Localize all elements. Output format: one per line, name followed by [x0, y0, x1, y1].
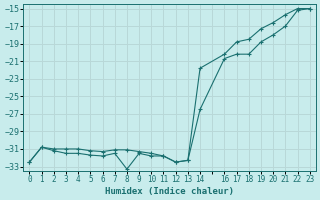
X-axis label: Humidex (Indice chaleur): Humidex (Indice chaleur): [105, 187, 234, 196]
